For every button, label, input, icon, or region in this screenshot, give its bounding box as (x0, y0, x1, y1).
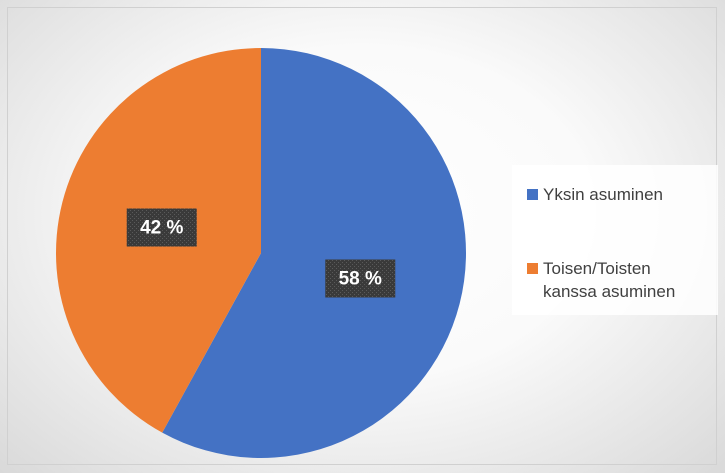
legend-swatch (527, 263, 538, 274)
legend-entry: Yksin asuminen (527, 183, 707, 206)
legend-label: Toisen/Toisten kanssa asuminen (543, 259, 676, 301)
legend: Yksin asuminen Toisen/Toisten kanssa asum… (512, 165, 718, 315)
legend-entry: Toisen/Toisten kanssa asuminen (527, 257, 707, 303)
legend-label: Yksin asuminen (543, 185, 664, 204)
data-label-box (325, 259, 396, 298)
data-label: 42 % (140, 218, 183, 239)
legend-swatch (527, 189, 538, 200)
data-label: 58 % (339, 269, 382, 290)
pie-slice (162, 48, 466, 458)
data-label-box (126, 208, 197, 247)
